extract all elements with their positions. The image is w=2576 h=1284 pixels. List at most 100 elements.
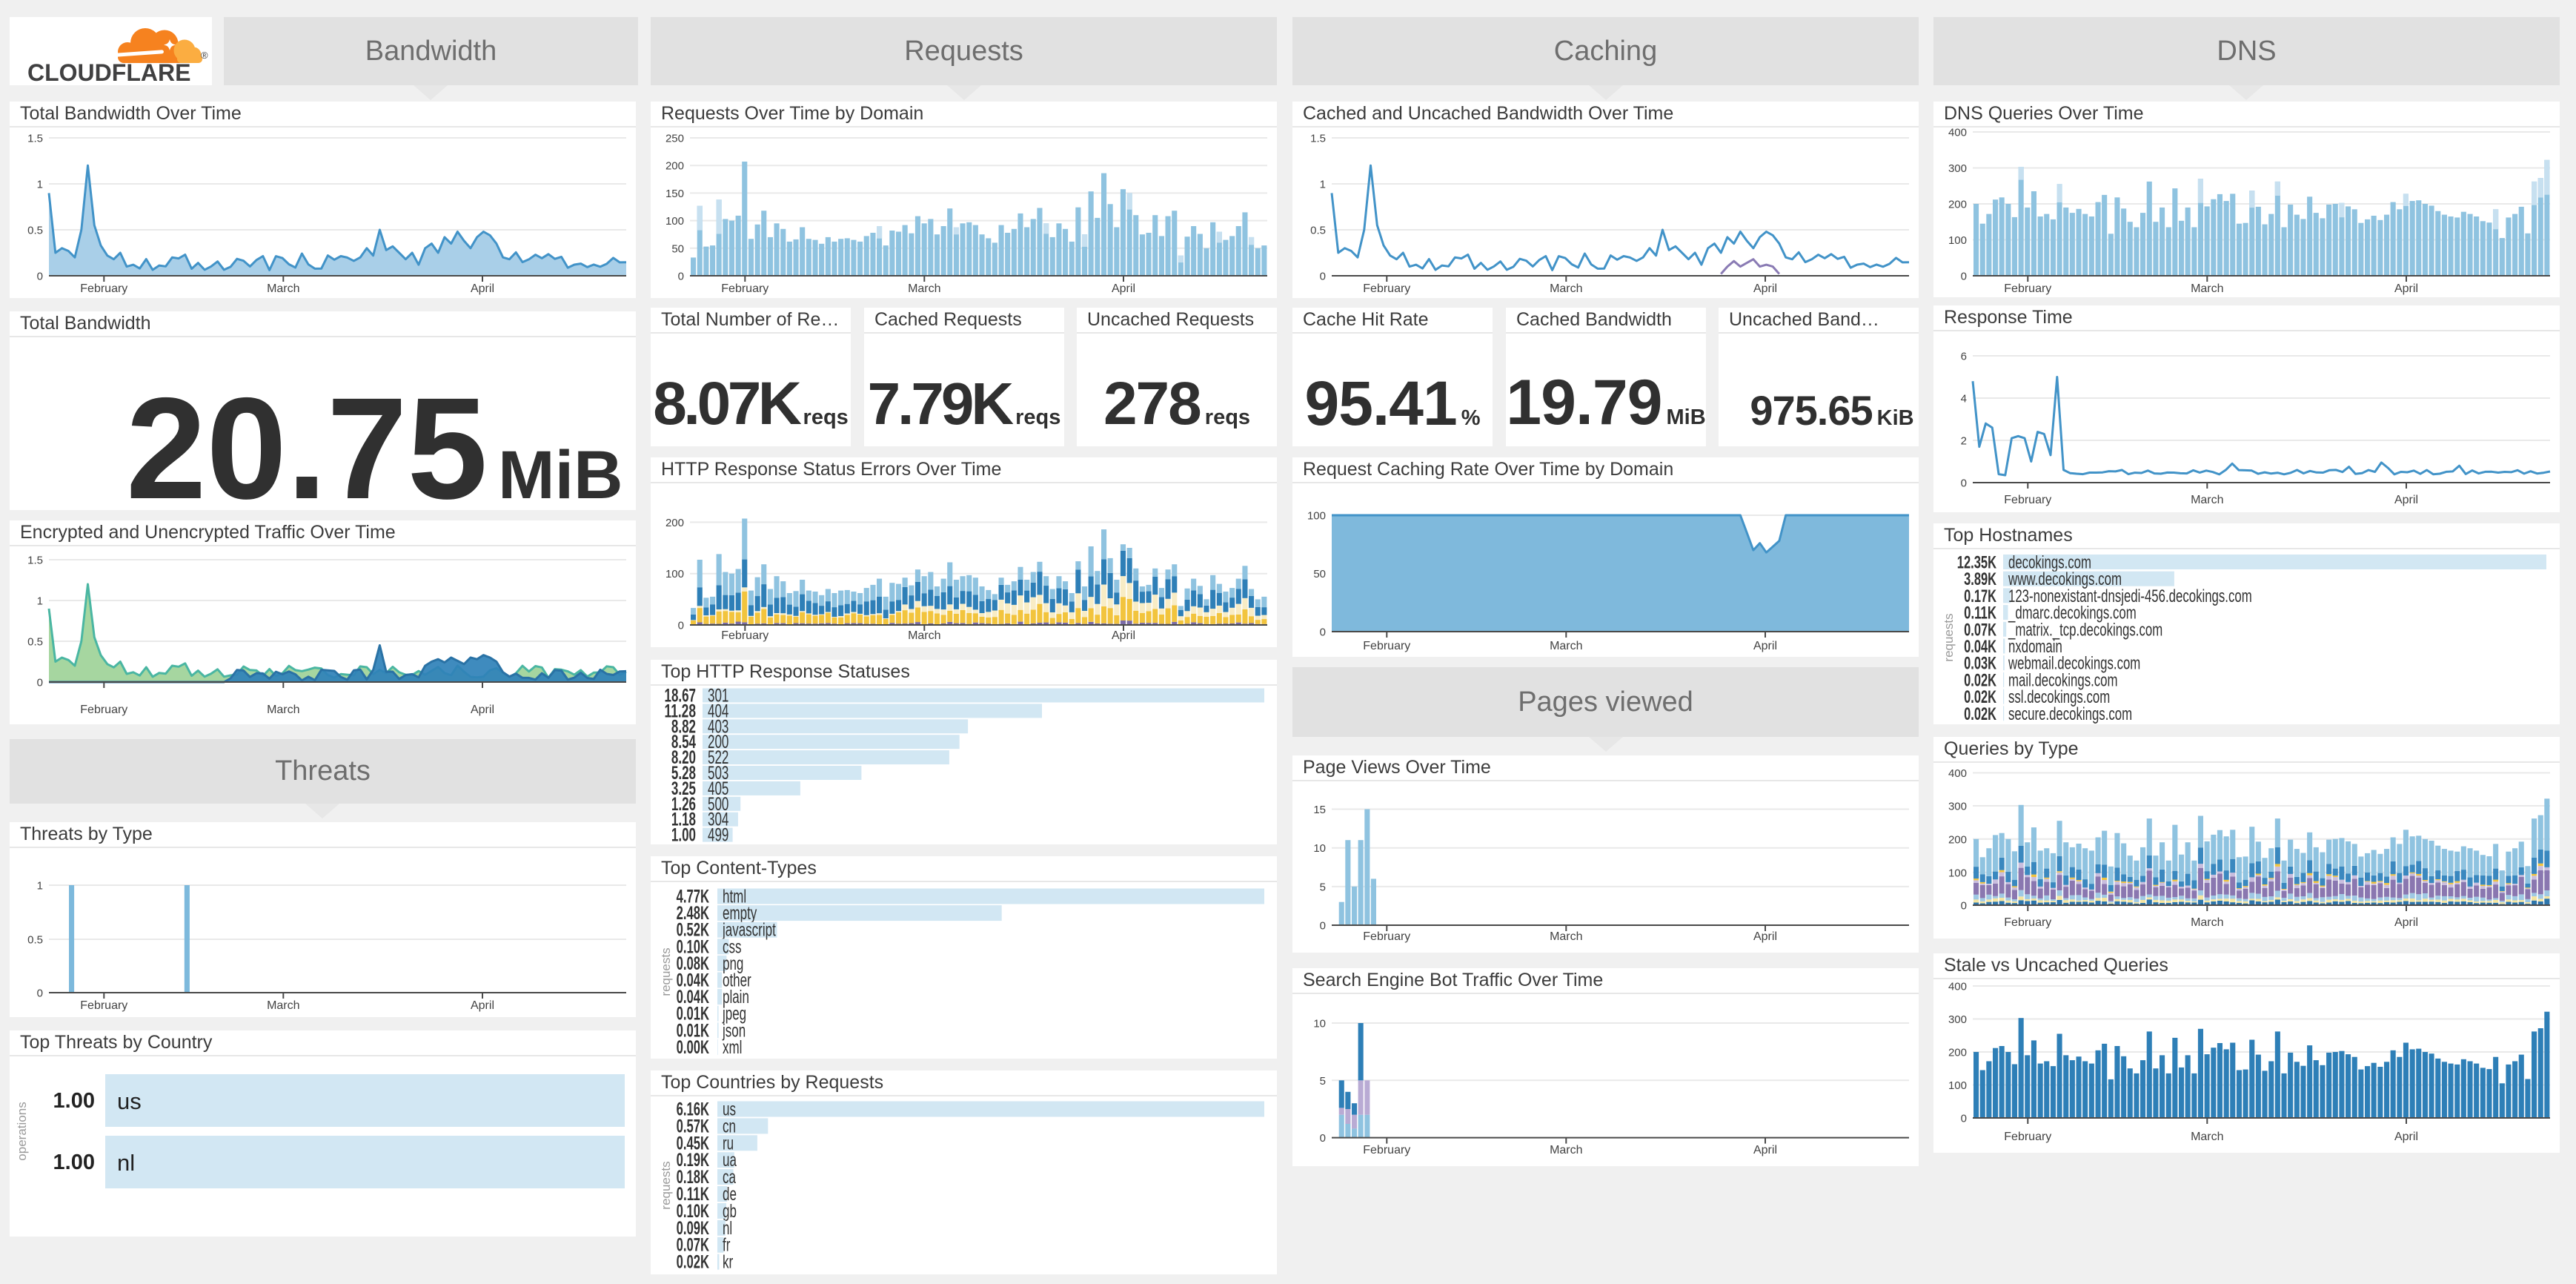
svg-text:0.02K: 0.02K <box>1964 704 1996 724</box>
svg-text:50: 50 <box>671 242 684 255</box>
svg-text:100: 100 <box>1948 1079 1967 1092</box>
svg-text:0.10K: 0.10K <box>677 1201 709 1222</box>
svg-text:400: 400 <box>1948 981 1967 993</box>
svg-text:April: April <box>1753 1144 1777 1156</box>
svg-text:100: 100 <box>1948 234 1967 247</box>
svg-text:ru: ru <box>723 1133 734 1154</box>
svg-text:xml: xml <box>723 1037 742 1058</box>
svg-text:0.11K: 0.11K <box>1964 603 1996 623</box>
svg-text:requests: requests <box>1942 613 1956 661</box>
svg-text:0.18K: 0.18K <box>677 1167 709 1188</box>
svg-text:500: 500 <box>708 794 728 815</box>
svg-text:_matrix._tcp.decokings.com: _matrix._tcp.decokings.com <box>2008 620 2162 640</box>
svg-text:March: March <box>267 704 299 716</box>
svg-text:200: 200 <box>1948 1047 1967 1059</box>
svg-text:0.07K: 0.07K <box>677 1235 709 1256</box>
svg-text:1: 1 <box>1320 179 1326 191</box>
svg-text:404: 404 <box>708 701 728 721</box>
svg-text:April: April <box>2394 494 2418 506</box>
svg-text:200: 200 <box>665 160 684 173</box>
svg-text:April: April <box>2394 1131 2418 1143</box>
svg-text:0.52K: 0.52K <box>677 920 709 941</box>
svg-text:0.17K: 0.17K <box>1964 586 1996 606</box>
svg-text:400: 400 <box>1948 767 1967 780</box>
svg-text:March: March <box>1550 282 1582 295</box>
svg-text:ca: ca <box>723 1167 736 1188</box>
svg-text:1.5: 1.5 <box>27 133 43 145</box>
svg-text:April: April <box>1112 282 1135 295</box>
svg-text:March: March <box>1550 930 1582 943</box>
svg-text:3.89K: 3.89K <box>1964 569 1996 589</box>
svg-text:0.04K: 0.04K <box>1964 637 1996 657</box>
svg-text:February: February <box>1363 930 1410 943</box>
svg-text:0.02K: 0.02K <box>677 1252 709 1273</box>
svg-text:February: February <box>2004 494 2051 506</box>
svg-text:operations: operations <box>15 1102 29 1160</box>
svg-text:0: 0 <box>1961 1113 1967 1125</box>
svg-text:1.5: 1.5 <box>1310 133 1326 145</box>
svg-text:499: 499 <box>708 825 728 844</box>
svg-text:0.45K: 0.45K <box>677 1133 709 1154</box>
svg-text:mail.decokings.com: mail.decokings.com <box>2008 670 2118 690</box>
svg-text:json: json <box>722 1020 746 1041</box>
svg-text:kr: kr <box>723 1252 733 1273</box>
svg-text:0.11K: 0.11K <box>677 1184 709 1205</box>
svg-text:April: April <box>2394 916 2418 929</box>
svg-text:0: 0 <box>1320 920 1326 933</box>
svg-text:503: 503 <box>708 763 728 784</box>
svg-text:0.07K: 0.07K <box>1964 620 1996 640</box>
svg-text:1.00: 1.00 <box>671 825 696 844</box>
svg-text:0.01K: 0.01K <box>677 1020 709 1041</box>
svg-text:webmail.decokings.com: webmail.decokings.com <box>2008 654 2140 674</box>
svg-text:304: 304 <box>708 810 728 830</box>
svg-text:4: 4 <box>1961 393 1967 406</box>
svg-text:5: 5 <box>1320 881 1326 893</box>
svg-text:February: February <box>721 282 769 295</box>
svg-text:0.5: 0.5 <box>27 636 43 649</box>
svg-text:300: 300 <box>1948 1013 1967 1026</box>
svg-text:ua: ua <box>723 1150 737 1171</box>
svg-text:0: 0 <box>37 271 43 283</box>
svg-text:1: 1 <box>37 880 43 893</box>
svg-text:April: April <box>1753 640 1777 652</box>
svg-text:0.01K: 0.01K <box>677 1004 709 1025</box>
svg-text:5.28: 5.28 <box>671 763 696 784</box>
svg-text:March: March <box>267 999 299 1012</box>
svg-text:6: 6 <box>1961 351 1967 363</box>
svg-text:®: ® <box>201 50 208 61</box>
svg-text:empty: empty <box>723 903 757 924</box>
svg-text:javascript: javascript <box>722 920 776 941</box>
svg-text:0: 0 <box>678 271 684 283</box>
svg-text:522: 522 <box>708 747 728 768</box>
svg-text:0: 0 <box>1961 900 1967 913</box>
svg-text:0: 0 <box>37 987 43 1000</box>
svg-text:0.5: 0.5 <box>27 934 43 947</box>
svg-text:nl: nl <box>723 1218 732 1239</box>
svg-text:gb: gb <box>723 1201 737 1222</box>
svg-text:0.09K: 0.09K <box>677 1218 709 1239</box>
svg-text:0: 0 <box>1320 626 1326 639</box>
svg-text:0.04K: 0.04K <box>677 987 709 1007</box>
svg-text:March: March <box>2191 1131 2223 1143</box>
svg-text:plain: plain <box>723 987 749 1007</box>
svg-text:nxdomain: nxdomain <box>2008 637 2062 657</box>
svg-text:300: 300 <box>1948 162 1967 175</box>
svg-text:8.82: 8.82 <box>671 716 696 737</box>
svg-text:April: April <box>471 999 494 1012</box>
svg-text:February: February <box>721 629 769 642</box>
svg-text:8.20: 8.20 <box>671 747 696 768</box>
svg-text:February: February <box>80 999 127 1012</box>
svg-text:April: April <box>1112 629 1135 642</box>
svg-text:301: 301 <box>708 686 728 706</box>
svg-text:100: 100 <box>1307 510 1326 523</box>
svg-text:fr: fr <box>723 1235 730 1256</box>
svg-text:decokings.com: decokings.com <box>2008 553 2091 573</box>
svg-text:_dmarc.decokings.com: _dmarc.decokings.com <box>2008 603 2136 623</box>
svg-text:50: 50 <box>1313 568 1326 580</box>
svg-text:300: 300 <box>1948 801 1967 813</box>
svg-text:0.5: 0.5 <box>27 225 43 237</box>
svg-text:requests: requests <box>659 947 673 996</box>
svg-text:March: March <box>2191 282 2223 295</box>
svg-text:March: March <box>1550 640 1582 652</box>
svg-text:0.57K: 0.57K <box>677 1116 709 1136</box>
